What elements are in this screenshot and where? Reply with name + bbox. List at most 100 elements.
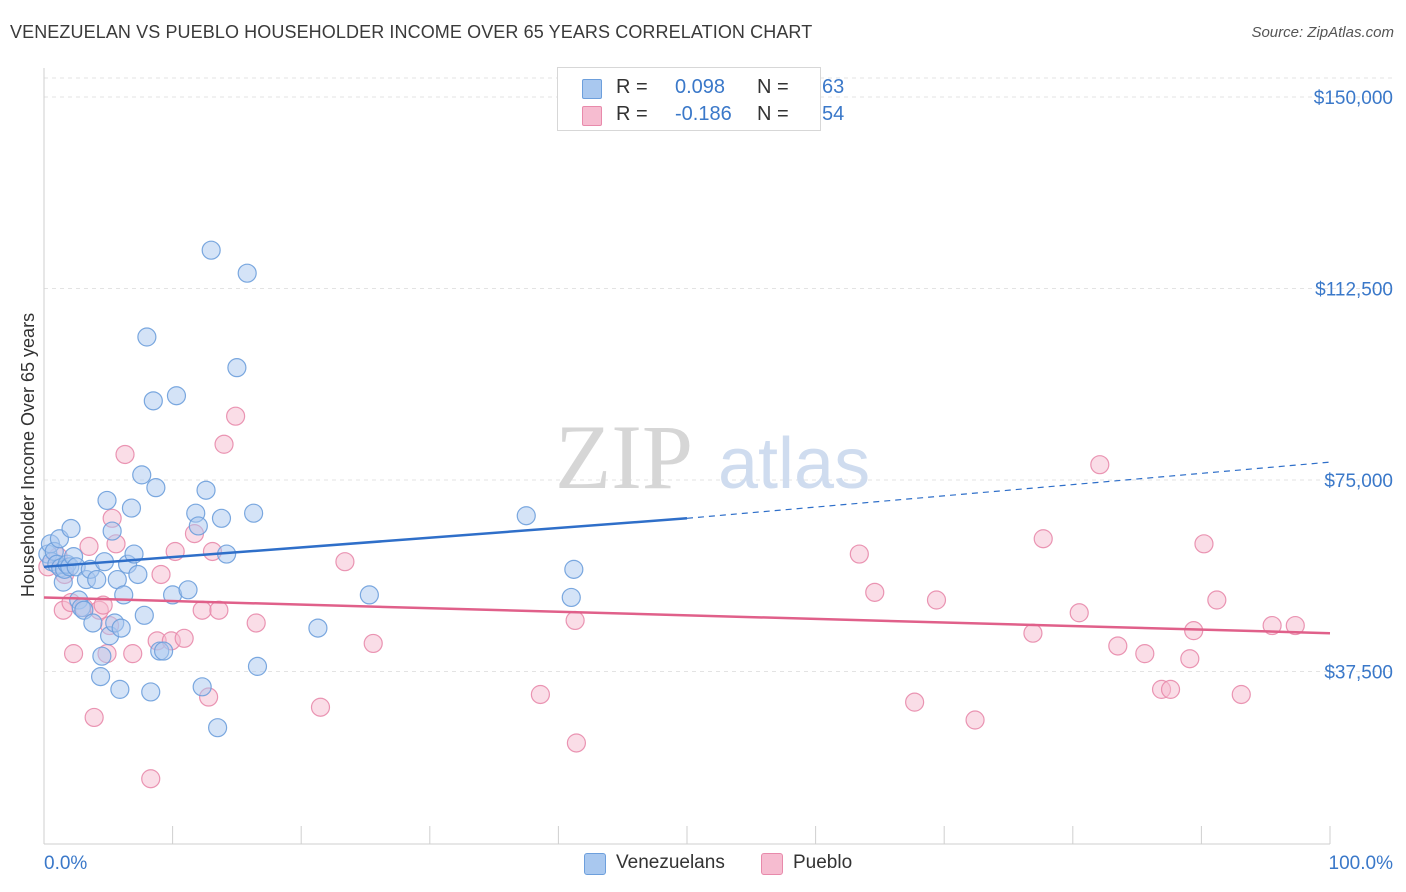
point-pueblo	[115, 444, 135, 465]
point-pueblo	[209, 600, 229, 620]
point-pueblo	[530, 684, 550, 705]
legend-r-value: 0.098	[675, 76, 726, 98]
watermark-atlas: atlas	[718, 424, 870, 504]
chart-title: VENEZUELAN VS PUEBLO HOUSEHOLDER INCOME …	[10, 22, 813, 42]
legend-swatch-pueblo	[582, 106, 602, 126]
trend-line-venezuelans-extension	[686, 461, 1331, 519]
legend-n-value: 63	[822, 76, 845, 98]
point-pueblo	[1160, 679, 1181, 699]
point-venezuelans	[166, 386, 187, 406]
y-tick-label: $150,000	[1314, 88, 1393, 109]
point-pueblo	[1023, 623, 1043, 643]
trend-line-pueblo	[43, 596, 1331, 635]
point-pueblo	[926, 590, 947, 610]
y-tick-label: $37,500	[1324, 663, 1393, 684]
point-pueblo	[246, 613, 266, 633]
data-points	[38, 240, 1305, 789]
point-pueblo	[141, 769, 161, 789]
point-venezuelans	[90, 667, 111, 687]
point-pueblo	[865, 582, 885, 602]
point-pueblo	[63, 644, 84, 664]
point-pueblo	[565, 610, 585, 631]
point-venezuelans	[227, 358, 247, 378]
point-venezuelans	[188, 516, 208, 536]
point-venezuelans	[153, 641, 174, 661]
point-pueblo	[310, 697, 331, 717]
y-tick-label: $112,500	[1315, 280, 1393, 301]
point-venezuelans	[114, 585, 134, 605]
source-label[interactable]: Source: ZipAtlas.com	[1251, 24, 1394, 41]
point-pueblo	[1231, 684, 1251, 705]
point-pueblo	[1262, 615, 1282, 636]
point-venezuelans	[97, 490, 117, 511]
point-venezuelans	[61, 518, 81, 539]
point-venezuelans	[564, 559, 584, 579]
legend-n-label: N =	[757, 76, 789, 98]
axes	[43, 68, 1331, 845]
x-tick-label-max: 100.0%	[1329, 853, 1394, 874]
point-venezuelans	[92, 646, 112, 666]
point-venezuelans	[146, 478, 166, 498]
point-venezuelans	[132, 465, 152, 485]
point-venezuelans	[196, 480, 216, 500]
trend-line-venezuelans	[43, 517, 688, 569]
point-pueblo	[1207, 590, 1227, 610]
point-venezuelans	[110, 679, 130, 699]
point-venezuelans	[111, 618, 131, 638]
legend-r-label: R =	[616, 76, 648, 98]
legend-n-value: 54	[822, 103, 845, 125]
point-venezuelans	[128, 564, 148, 585]
series-swatch-venezuelans	[584, 853, 606, 875]
series-label-venezuelans: Venezuelans	[616, 852, 725, 873]
point-pueblo	[84, 707, 104, 728]
point-venezuelans	[134, 605, 154, 625]
point-venezuelans	[201, 240, 221, 260]
legend-n-label: N =	[757, 103, 789, 125]
point-venezuelans	[192, 677, 212, 697]
point-venezuelans	[143, 391, 163, 411]
point-venezuelans	[308, 618, 328, 638]
legend-r-value: -0.186	[675, 103, 732, 125]
legend-r-label: R =	[616, 103, 648, 125]
point-pueblo	[93, 595, 113, 615]
y-axis-label: Householder Income Over 65 years	[18, 313, 38, 597]
point-pueblo	[123, 644, 143, 664]
point-pueblo	[79, 536, 99, 556]
point-venezuelans	[561, 587, 581, 608]
point-venezuelans	[211, 508, 232, 528]
point-pueblo	[965, 710, 985, 730]
point-pueblo	[905, 692, 925, 712]
point-pueblo	[1180, 649, 1200, 669]
point-venezuelans	[516, 506, 536, 526]
point-pueblo	[849, 544, 869, 564]
point-pueblo	[1285, 615, 1305, 636]
point-pueblo	[363, 633, 383, 654]
point-venezuelans	[102, 521, 122, 541]
series-swatch-pueblo	[761, 853, 783, 875]
point-pueblo	[1194, 534, 1214, 554]
point-venezuelans	[237, 263, 257, 283]
point-pueblo	[1108, 636, 1128, 656]
y-tick-label: $75,000	[1324, 471, 1393, 492]
point-pueblo	[335, 552, 355, 572]
trend-lines	[43, 461, 1331, 635]
correlation-legend: R = 0.098 N = 63 R = -0.186 N = 54	[557, 67, 844, 131]
watermark-zip: ZIP	[555, 406, 693, 508]
point-venezuelans	[359, 585, 379, 605]
series-label-pueblo: Pueblo	[793, 852, 853, 873]
point-pueblo	[192, 600, 212, 620]
point-venezuelans	[141, 682, 161, 702]
point-pueblo	[1135, 644, 1155, 664]
point-pueblo	[151, 564, 171, 585]
point-pueblo	[1033, 529, 1053, 549]
point-venezuelans	[178, 580, 198, 600]
point-venezuelans	[87, 569, 107, 590]
x-tick-label-min: 0.0%	[44, 853, 87, 874]
point-venezuelans	[244, 503, 264, 523]
point-venezuelans	[208, 718, 228, 738]
gridlines	[44, 77, 1395, 672]
point-pueblo	[566, 733, 587, 753]
legend-swatch-venezuelans	[582, 79, 602, 99]
point-pueblo	[226, 406, 246, 426]
